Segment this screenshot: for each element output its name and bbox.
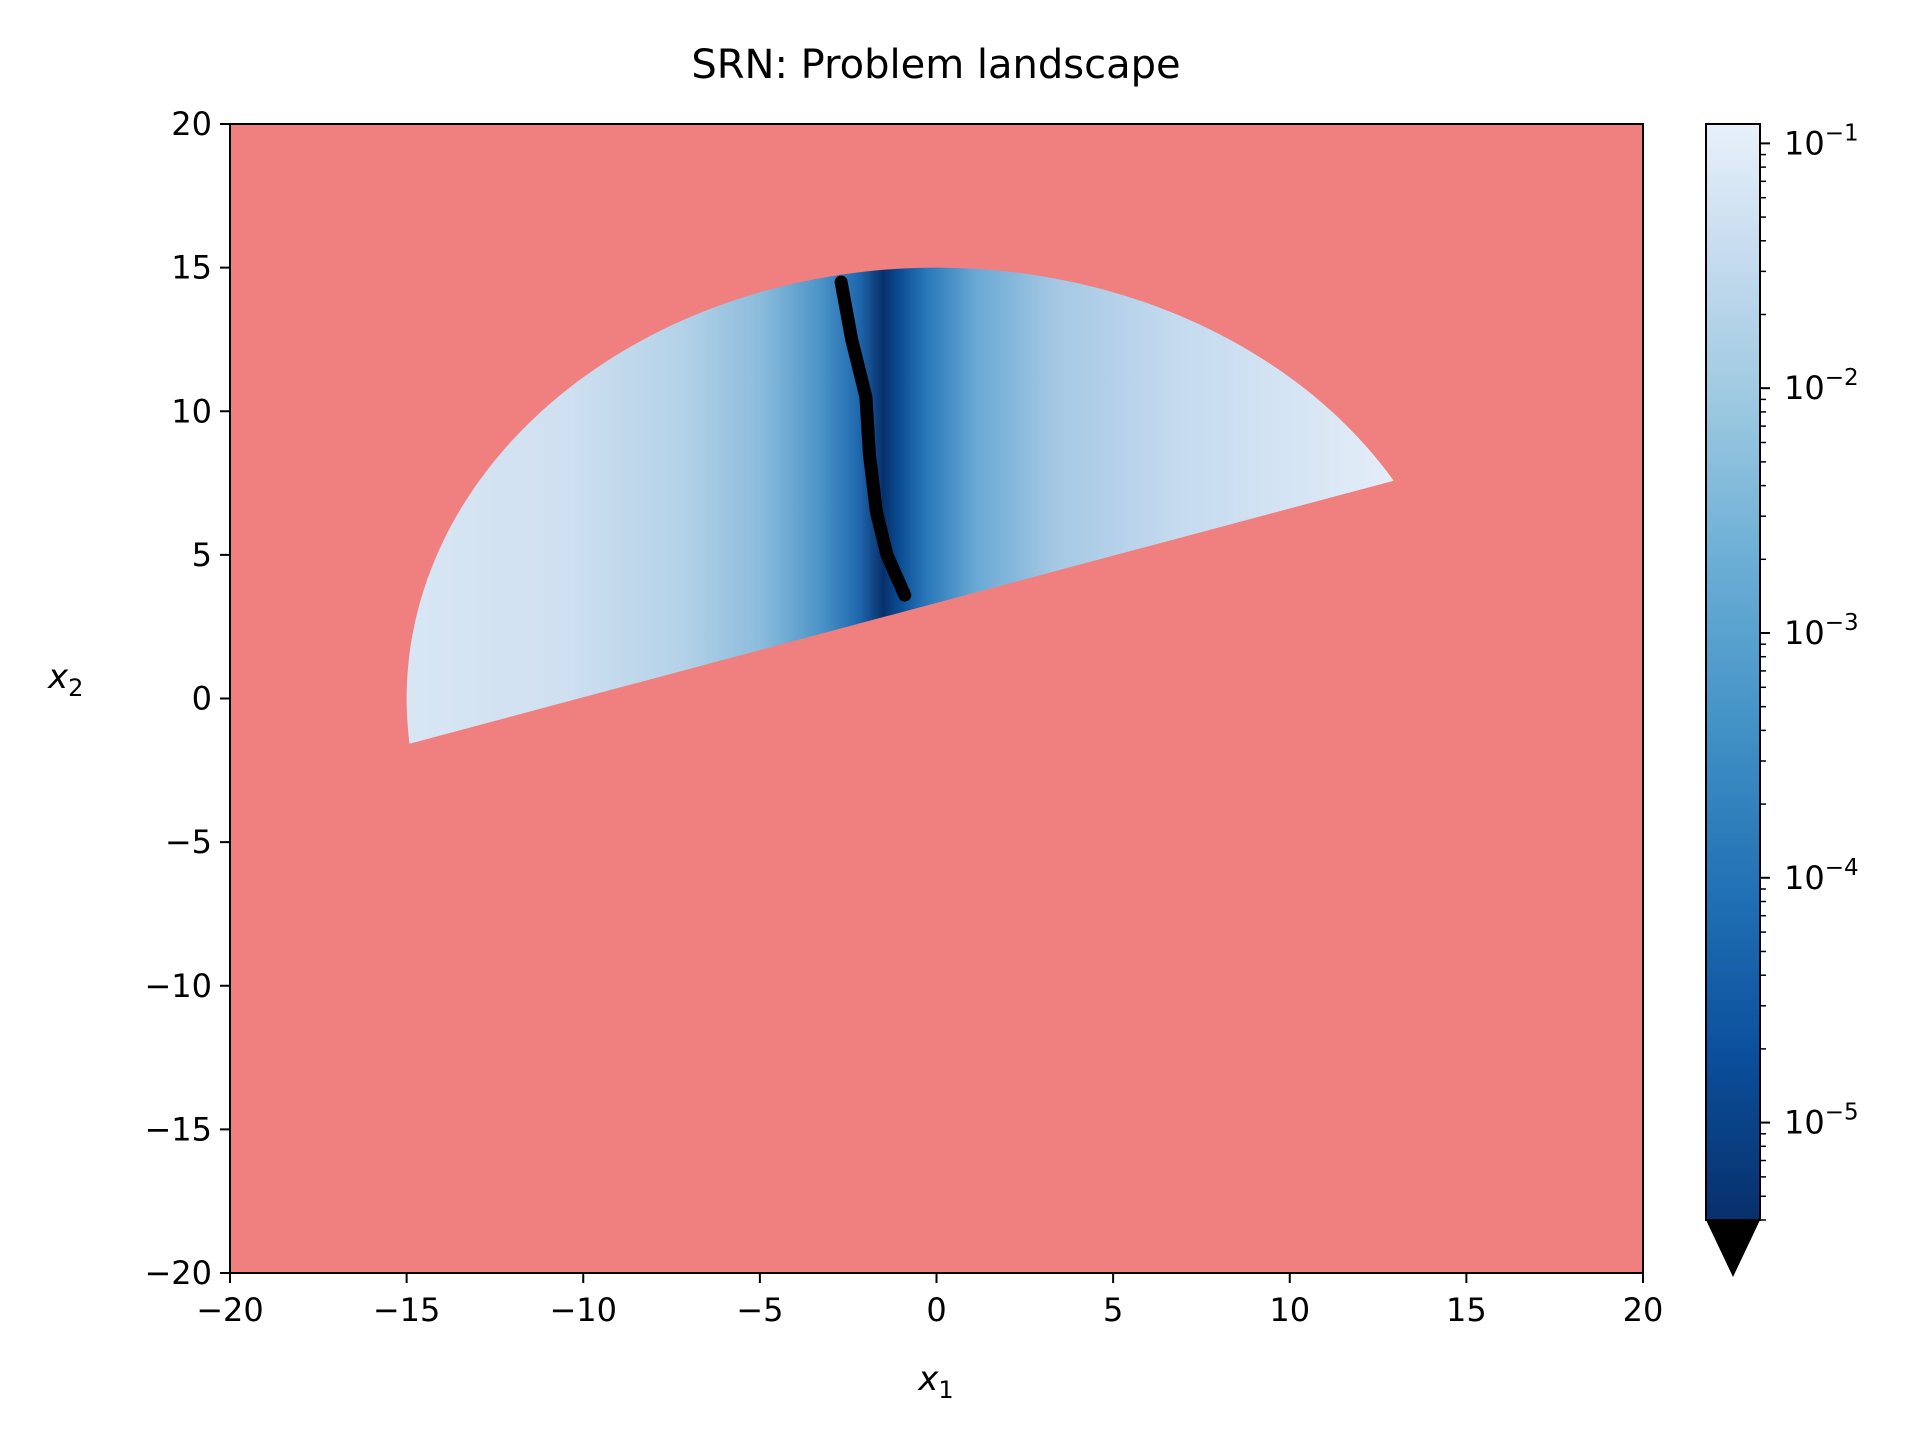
- x-tick-label: 20: [1623, 1291, 1664, 1329]
- y-tick-label: 0: [192, 680, 212, 718]
- colorbar-tick-label: 10−5: [1784, 1100, 1859, 1142]
- colorbar-frame: [1705, 123, 1761, 1221]
- y-tick-label: −10: [144, 967, 212, 1005]
- y-tick-label: 10: [171, 392, 212, 430]
- y-tick-label: −20: [144, 1254, 212, 1292]
- x-tick-label: 5: [1103, 1291, 1123, 1329]
- y-axis-label: x2: [47, 657, 83, 702]
- colorbar-tick-label: 10−3: [1784, 610, 1859, 652]
- colorbar-extend-under: [1706, 1220, 1760, 1277]
- minimum-valley: [834, 275, 912, 602]
- y-tick-label: 15: [171, 249, 212, 287]
- x-axis: −20 −15 −10 −5 0 5 10 15 20: [196, 1273, 1663, 1329]
- plot-area: [230, 124, 1643, 1273]
- x-tick-label: 10: [1269, 1291, 1310, 1329]
- y-tick-label: 5: [192, 536, 212, 574]
- y-tick-label: −5: [165, 823, 212, 861]
- x-tick-label: −10: [549, 1291, 617, 1329]
- feasible-region: [406, 267, 1394, 744]
- colorbar-tick-label: 10−1: [1784, 120, 1859, 162]
- colorbar: 10−1 10−2 10−3 10−4 10−5: [1705, 120, 1859, 1277]
- y-axis: 20 15 10 5 0 −5 −10 −15 −20: [144, 105, 230, 1292]
- x-tick-label: −15: [373, 1291, 441, 1329]
- x-tick-label: 0: [926, 1291, 946, 1329]
- x-tick-label: 15: [1446, 1291, 1487, 1329]
- colorbar-ticks: 10−1 10−2 10−3 10−4 10−5: [1760, 120, 1859, 1221]
- y-tick-label: 20: [171, 105, 212, 143]
- chart-title: SRN: Problem landscape: [691, 42, 1180, 88]
- x-tick-label: −5: [736, 1291, 783, 1329]
- colorbar-tick-label: 10−4: [1784, 855, 1859, 897]
- colorbar-gradient: [1706, 124, 1760, 1220]
- x-axis-label: x1: [917, 1359, 953, 1404]
- colorbar-tick-label: 10−2: [1784, 365, 1859, 407]
- x-tick-label: −20: [196, 1291, 264, 1329]
- y-tick-label: −15: [144, 1110, 212, 1148]
